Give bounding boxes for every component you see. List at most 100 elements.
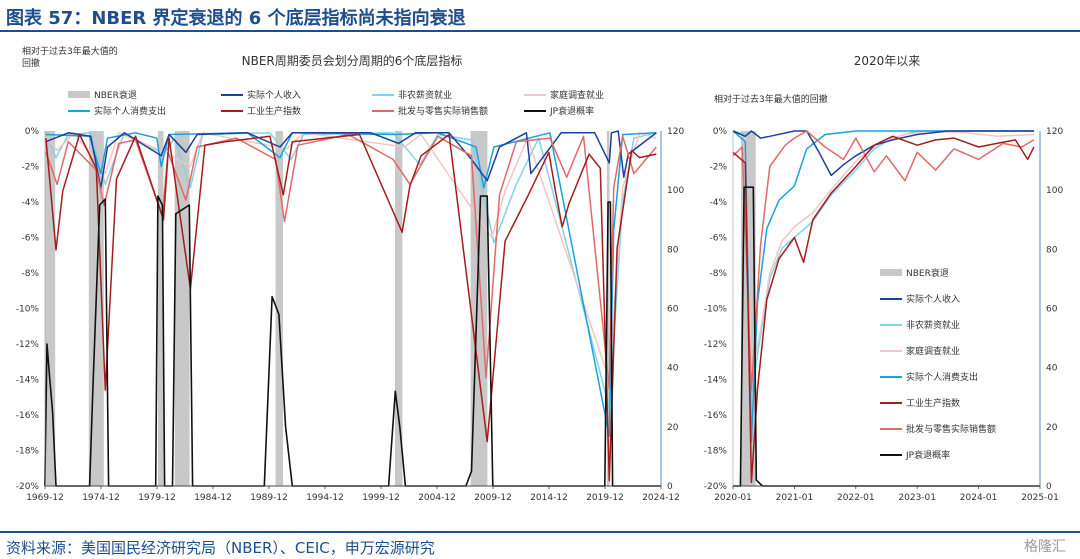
chart1-y-tick-label: 0% (25, 127, 40, 137)
chart2-x-tick-label: 2021-01 (776, 493, 814, 503)
chart1-y-axis-title-2: 回撤 (22, 57, 40, 69)
chart1-x-tick-label: 2014-12 (530, 493, 568, 503)
chart2-y2-tick-label: 60 (1046, 305, 1058, 315)
chart2-legend-label: 实际个人收入 (906, 293, 960, 305)
chart1-legend-label: 实际个人收入 (247, 89, 301, 101)
chart2-y2-tick-label: 20 (1046, 423, 1058, 433)
chart2-y-axis-title: 相对于过去3年最大值的回撤 (714, 93, 828, 105)
chart1-recession-band (275, 131, 283, 486)
chart2-legend-label: 非农薪资就业 (906, 319, 960, 331)
chart2-legend-label: 批发与零售实际销售额 (906, 423, 996, 435)
chart2-legend-label: 家庭调查就业 (906, 345, 960, 357)
source-note: 资料来源：美国国民经济研究局（NBER）、CEIC，申万宏源研究 (6, 539, 435, 557)
chart2-y-tick-label: 0% (713, 127, 728, 137)
chart1-legend-label: 工业生产指数 (247, 105, 301, 117)
chart2-y2-tick-label: 40 (1046, 364, 1058, 374)
charts-area: 0% -2% -4% -6% -8% -10% -12% -14% -16% -18% -20% 12… (16, 45, 1064, 503)
chart1-series-industrial-line (45, 133, 657, 482)
chart2-y-tick-label: -16% (704, 411, 728, 421)
chart2-series-household-line (732, 130, 1034, 377)
chart1-recession-band (606, 131, 610, 486)
chart1-legend-label: 家庭调查就业 (550, 89, 604, 101)
chart1-x-tick-label: 2009-12 (474, 493, 512, 503)
chart1-legend-label: 非农薪资就业 (398, 89, 452, 101)
chart2-series-income-line (732, 130, 1034, 177)
chart1-recession-band (174, 131, 190, 486)
chart1-recession-band (45, 131, 56, 486)
chart2-x-tick-label: 2023-01 (898, 493, 936, 503)
chart2-y2-tick-label: 100 (1046, 186, 1063, 196)
figure-title: 图表 57：NBER 界定衰退的 6 个底层指标尚未指向衰退 (6, 8, 466, 29)
chart1-x-tick-label: 1984-12 (194, 493, 232, 503)
chart2-y2-tick-label: 120 (1046, 127, 1063, 137)
chart2-y-tick-label: -8% (709, 269, 727, 279)
chart2-legend-label: 实际个人消费支出 (906, 371, 978, 383)
chart1-y2-tick-label: 80 (667, 245, 679, 255)
chart2-y-tick-label: -12% (704, 340, 728, 350)
chart2-title: 2020年以来 (854, 54, 921, 68)
chart1-title: NBER周期委员会划分周期的6个底层指标 (242, 53, 463, 68)
chart1-x-tick-label: 1974-12 (82, 493, 120, 503)
chart2-y-tick-label: -2% (709, 163, 727, 173)
chart2-y2-tick-label: 0 (1046, 482, 1052, 492)
chart1-y2-tick-label: 40 (667, 364, 679, 374)
chart1-series-income-line (45, 130, 657, 189)
chart2-series-jp-line (733, 186, 1040, 487)
chart2-x-tick-label: 2020-01 (714, 493, 752, 503)
chart1-y-tick-label: -8% (21, 269, 39, 279)
chart1-x-tick-label: 1969-12 (26, 493, 64, 503)
chart2-series-sales-line (732, 130, 1035, 391)
chart1-x-tick-label: 1999-12 (362, 493, 400, 503)
chart1-y-axis-title: 相对于过去3年最大值的 (22, 45, 118, 57)
chart1-y-tick-label: -18% (16, 447, 40, 457)
chart1-recession-band (157, 131, 164, 486)
chart1-legend-label: NBER衰退 (94, 89, 137, 101)
title-rule (0, 30, 1080, 32)
chart2-y-tick-label: -14% (704, 376, 728, 386)
chart1-x-tick-label: 1979-12 (138, 493, 176, 503)
chart2-y-tick-label: -10% (704, 305, 728, 315)
chart1-y2-tick-label: 0 (667, 482, 673, 492)
chart1-y2-tick-label: 120 (667, 127, 684, 137)
chart2-x-tick-label: 2025-01 (1021, 493, 1059, 503)
chart1-legend-label: JP衰退概率 (549, 105, 594, 117)
chart1-legend-swatch (68, 91, 90, 98)
chart1-recession-band (470, 131, 488, 486)
chart1-recession-band (395, 131, 403, 486)
chart1-legend-label: 批发与零售实际销售额 (398, 105, 488, 117)
chart2-series-payroll-line (732, 130, 1034, 395)
chart1-series-jp-line (44, 195, 661, 487)
chart2-y2-tick-label: 80 (1046, 245, 1058, 255)
chart2-y-tick-label: -20% (704, 482, 728, 492)
chart2-y-tick-label: -6% (709, 234, 727, 244)
chart1-x-tick-label: 2019-12 (586, 493, 624, 503)
chart1-x-tick-label: 1989-12 (250, 493, 288, 503)
chart1-y2-tick-label: 100 (667, 186, 684, 196)
chart1-y-tick-label: -12% (16, 340, 40, 350)
chart2-series-consumption-line (732, 130, 1034, 443)
chart1-series-consumption-line (45, 132, 657, 438)
chart1-x-tick-label: 2004-12 (418, 493, 456, 503)
chart2-series-industrial-line (732, 135, 1035, 484)
chart1-y2-tick-label: 60 (667, 305, 679, 315)
watermark-logo: 格隆汇 (1024, 539, 1066, 555)
chart2-x-tick-label: 2022-01 (837, 493, 875, 503)
source-rule (0, 531, 1080, 533)
chart1-series-sales-line (45, 133, 657, 390)
chart2-legend-label: JP衰退概率 (905, 449, 950, 461)
chart1-y-tick-label: -2% (21, 163, 39, 173)
chart2-y-tick-label: -4% (709, 198, 727, 208)
chart1-y-tick-label: -14% (16, 376, 40, 386)
chart1-x-tick-label: 1994-12 (306, 493, 344, 503)
chart1-y-tick-label: -20% (16, 482, 40, 492)
chart1-y-tick-label: -6% (21, 234, 39, 244)
chart2-y-tick-label: -18% (704, 447, 728, 457)
chart1-legend-label: 实际个人消费支出 (94, 105, 166, 117)
chart2-legend-label: NBER衰退 (906, 267, 949, 279)
chart1-y-tick-label: -10% (16, 305, 40, 315)
chart1-y-tick-label: -16% (16, 411, 40, 421)
chart1-y-tick-label: -4% (21, 198, 39, 208)
chart2-legend-label: 工业生产指数 (906, 397, 960, 409)
chart1-series-household-line (45, 132, 657, 381)
chart1-x-tick-label: 2024-12 (642, 493, 680, 503)
